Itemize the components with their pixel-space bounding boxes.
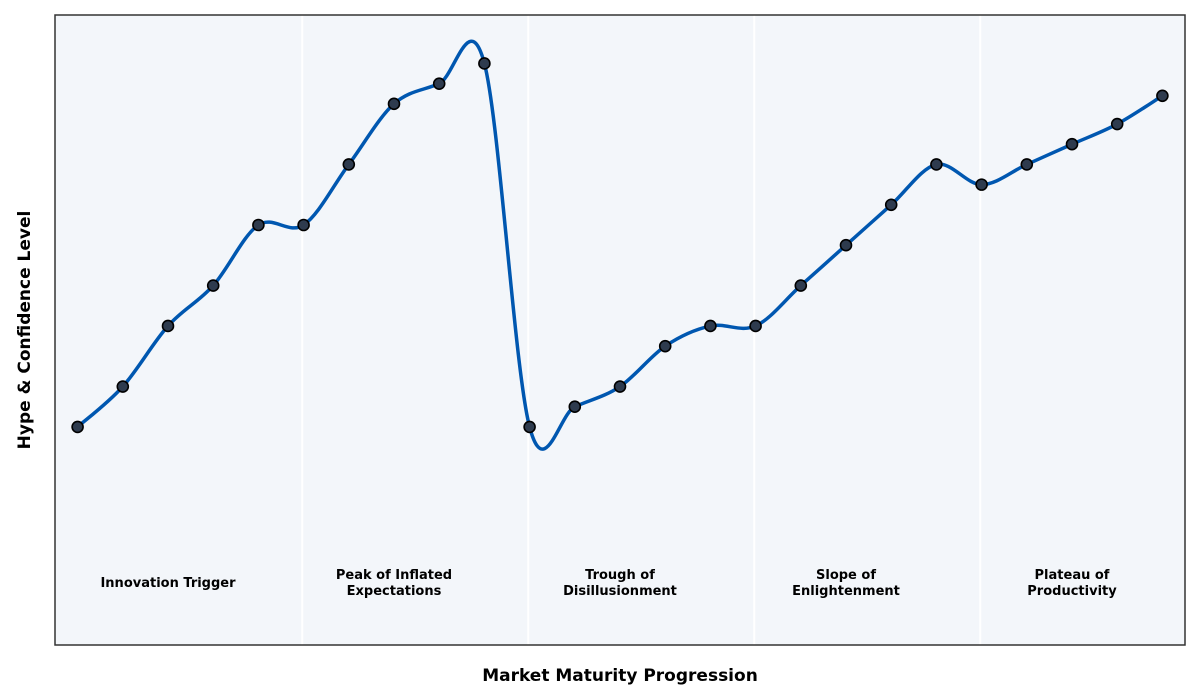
series-line [75, 39, 1165, 451]
data-point-10 [478, 57, 491, 70]
plot-background [55, 15, 1185, 645]
data-points [71, 57, 1169, 434]
data-point-19 [884, 198, 898, 212]
data-point-8 [387, 97, 401, 111]
data-point-17 [794, 279, 808, 292]
data-point-6 [297, 218, 310, 232]
phase-label-3: Trough of Disillusionment [563, 568, 677, 599]
data-point-5 [252, 218, 265, 232]
data-point-13 [613, 380, 627, 393]
x-axis-title: Market Maturity Progression [482, 666, 758, 686]
data-point-14 [658, 339, 672, 353]
data-point-23 [1065, 137, 1079, 151]
data-point-11 [523, 420, 536, 434]
data-point-25 [1156, 89, 1169, 103]
data-point-1 [71, 420, 84, 434]
data-point-22 [1020, 158, 1034, 171]
phase-label-2: Peak of Inflated Expectations [336, 568, 452, 599]
plot-frame [54, 14, 1186, 646]
data-point-15 [704, 319, 717, 333]
data-point-2 [116, 380, 130, 393]
y-axis-title: Hype & Confidence Level [15, 211, 35, 450]
data-point-21 [975, 178, 988, 191]
data-point-9 [432, 77, 446, 90]
data-point-3 [161, 319, 175, 333]
data-point-4 [206, 279, 220, 292]
data-point-24 [1110, 117, 1124, 131]
data-point-12 [568, 400, 582, 414]
data-point-7 [342, 158, 356, 171]
phase-label-5: Plateau of Productivity [1027, 568, 1117, 599]
data-point-18 [839, 238, 853, 252]
phase-labels: Innovation Trigger Peak of Inflated Expect… [100, 568, 1117, 599]
phase-label-4: Slope of Enlightenment [792, 568, 900, 599]
data-point-20 [930, 158, 943, 171]
phase-label-1: Innovation Trigger [100, 576, 236, 591]
data-point-16 [749, 319, 762, 333]
